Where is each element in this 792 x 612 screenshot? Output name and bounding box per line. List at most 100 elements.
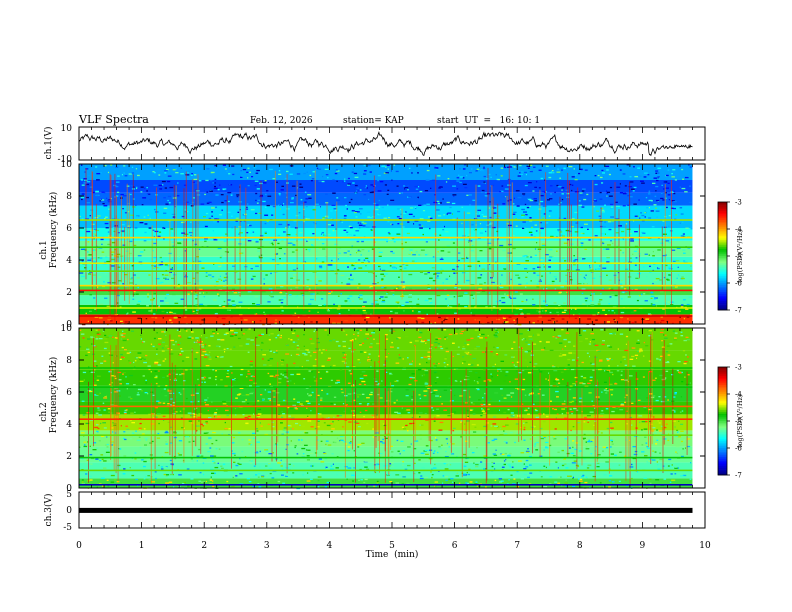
spectrogram-speckle [523,426,526,429]
spectrogram-speckle [412,254,416,256]
spectrogram-speckle [552,321,556,323]
spectrogram-speckle [435,336,439,338]
spectrogram-speckle [670,301,674,303]
spectrogram-speckle [529,361,532,363]
spectrogram-speckle [128,240,133,243]
spectrogram-speckle [657,178,660,180]
spectrogram-speckle [312,293,316,295]
spectrogram-speckle [132,298,135,300]
spectrogram-speckle [624,364,628,366]
spectrogram-speckle [384,360,388,362]
spectrogram-speckle [79,446,81,448]
spectrogram-impulse [314,170,316,301]
spectrogram-speckle [649,271,652,273]
spectrogram-speckle [652,182,656,184]
spectrogram-speckle [381,278,384,280]
spectrogram-speckle [450,413,454,415]
spectrogram-speckle [375,208,379,211]
spectrogram-speckle [104,192,106,194]
spectrogram-speckle [493,346,495,348]
spectrogram-speckle [495,354,499,356]
spectrogram-speckle [478,399,481,401]
spectrogram-speckle [145,354,148,357]
spectrogram-speckle [312,233,315,235]
frequency-tick-label: 10 [61,160,73,170]
spectrogram-speckle [464,306,468,308]
spectrogram-speckle [140,338,142,340]
spectrogram-speckle [571,226,574,228]
spectrogram-speckle [213,221,216,223]
spectrogram-speckle [332,364,336,367]
spectrogram-speckle [500,269,504,271]
spectrogram-speckle [130,185,133,187]
spectrogram-speckle [669,465,672,467]
spectrogram-speckle [578,365,580,367]
spectrogram-speckle [145,439,148,441]
spectrogram-speckle [534,443,537,445]
spectrogram-speckle [134,186,137,188]
spectrogram-speckle [195,392,199,394]
spectrogram-speckle [506,258,511,260]
spectrogram-speckle [644,300,648,302]
spectrogram-speckle [549,198,553,200]
spectrogram-speckle [402,450,405,452]
spectrogram-speckle [602,226,606,228]
spectrogram-speckle [504,293,506,295]
spectrogram-speckle [143,460,147,463]
spectrogram-speckle [583,198,587,201]
spectrogram-speckle [95,229,100,232]
spectrogram-speckle [572,397,576,399]
spectrogram-speckle [438,277,441,280]
spectrogram-speckle [437,212,441,215]
spectrogram-speckle [589,269,594,271]
spectrogram-speckle [145,318,148,320]
spectrogram-speckle [256,304,261,306]
spectrogram-speckle [272,426,275,428]
spectrogram-speckle [670,191,674,193]
spectrogram-speckle [683,260,686,262]
spectrogram-speckle [445,231,449,233]
spectrogram-speckle [291,332,295,334]
spectrogram-speckle [577,356,579,359]
spectrogram-speckle [143,358,146,360]
spectrogram-speckle [149,198,153,201]
spectrogram-speckle [371,191,374,193]
spectrogram-speckle [388,233,391,235]
spectrogram-speckle [525,214,528,216]
spectrogram-speckle [214,178,217,180]
spectrogram-speckle [393,288,398,291]
spectrogram-speckle [311,371,313,373]
spectrogram-speckle [228,173,231,175]
spectrogram-speckle [523,463,525,465]
spectrogram-speckle [499,308,501,311]
spectrogram-speckle [239,457,241,460]
spectrogram-speckle [530,197,533,200]
spectrogram-speckle [211,211,213,213]
spectrogram-speckle [369,285,373,288]
spectrogram-speckle [205,365,210,367]
spectrogram-speckle [321,389,323,391]
spectrogram-speckle [637,167,641,169]
spectrogram-speckle [632,457,637,460]
spectrogram-speckle [441,257,443,259]
spectrogram-speckle [634,264,637,266]
spectrogram-speckle [165,302,169,304]
spectrogram-speckle [114,416,119,418]
spectrogram-speckle [254,313,256,315]
spectrogram-speckle [662,255,667,257]
spectrogram-speckle [619,211,622,214]
spectrogram-speckle [301,447,306,450]
spectrogram-speckle [83,445,88,448]
spectrogram-speckle [280,334,282,337]
spectrogram-speckle [120,334,124,336]
spectrogram-speckle [424,190,429,192]
spectrogram-speckle [656,357,659,360]
spectrogram-speckle [332,463,334,465]
spectrogram-speckle [344,300,348,302]
spectrogram-speckle [245,343,250,345]
spectrogram-speckle [584,283,588,285]
spectrogram-speckle [555,461,558,463]
spectrogram-speckle [604,221,606,223]
spectrogram-speckle [356,187,359,189]
spectrogram-speckle [470,168,473,170]
